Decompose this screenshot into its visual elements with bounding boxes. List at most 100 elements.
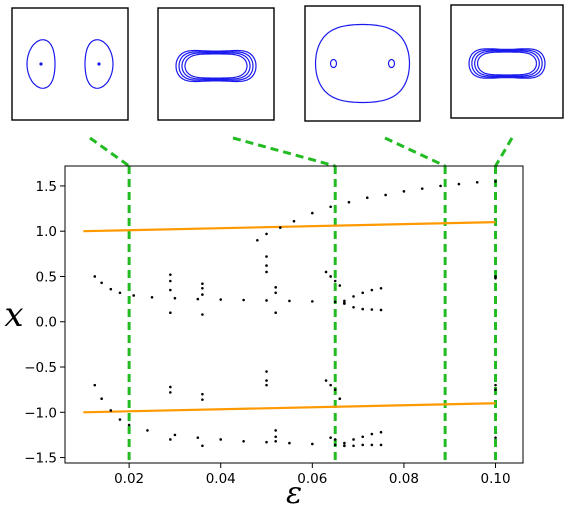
orbit-curve [184,53,248,79]
bifurcation-point [365,196,369,199]
bifurcation-point [274,435,277,439]
bifurcation-point [109,287,113,291]
plot-axes: 0.02 0.04 0.06 0.08 0.10 −1.5 −1.0 −0.5 0.0 0.5 1.… [24,165,524,487]
bifurcation-point [169,288,172,292]
bifurcation-point [265,383,268,387]
bifurcation-point [196,297,200,301]
bifurcation-point [169,385,172,389]
bifurcation-point [439,184,442,188]
bifurcation-point [274,286,277,289]
y-tick-label: 0.5 [36,269,57,285]
bifurcation-point [100,281,103,285]
bifurcation-point [127,423,131,427]
bifurcation-point [333,279,337,283]
bifurcation-point [329,436,332,439]
bifurcation-point [343,299,346,303]
y-tick-label: 0.0 [36,315,57,331]
island-orbit [329,58,338,69]
bifurcation-point [265,270,268,274]
bifurcation-point [329,383,332,387]
island-orbit [387,58,396,69]
bifurcation-point [150,295,154,299]
bifurcation-point [379,286,383,290]
bifurcation-point [324,379,328,382]
bifurcation-point [274,311,277,314]
bifurcation-point [352,295,355,298]
bifurcation-point [109,409,113,412]
bifurcation-point [242,439,245,443]
x-axis-label: ε [286,476,302,507]
bifurcation-point [379,443,383,447]
bifurcation-point [169,273,172,276]
x-tick-label: 0.10 [480,471,510,487]
marker-guides [89,136,514,463]
bifurcation-point [361,291,365,295]
bifurcation-point [274,291,277,295]
bifurcation-point [292,219,296,223]
bifurcation-point [265,370,268,373]
bifurcation-point [265,255,268,258]
bifurcation-point [201,282,204,286]
bifurcation-point [265,232,268,236]
bifurcation-point [370,432,374,436]
bifurcation-point [201,444,204,448]
bifurcation-point [274,439,277,443]
bifurcation-point [311,300,314,303]
guide-diagonal [89,136,130,168]
bifurcation-point [338,397,342,401]
bifurcation-point [118,418,122,421]
bifurcation-point [93,383,97,387]
bifurcation-point [379,308,383,312]
bifurcation-point [329,275,332,278]
bifurcation-point [352,438,355,441]
bifurcation-point [494,436,497,439]
phase-portrait-insets [11,4,564,122]
y-tick-label: 1.5 [36,179,57,195]
bifurcation-point [242,298,245,302]
x-tick-label: 0.02 [114,471,144,487]
orbit-curve [477,51,538,76]
bifurcation-point [219,438,223,441]
phase-portrait-inset [450,4,564,119]
bifurcation-point [93,275,97,278]
bifurcation-point [475,180,479,184]
bifurcation-point [384,193,387,197]
bifurcation-point [494,388,497,391]
y-tick-label: 1.0 [36,224,57,240]
bifurcation-point [333,388,337,391]
x-tick-label: 0.06 [297,471,327,487]
bifurcation-point [100,397,103,401]
bifurcation-point [324,270,328,274]
bifurcation-point [352,305,355,309]
bifurcation-point [132,294,135,297]
bifurcation-point [265,379,268,382]
bifurcation-point [146,429,149,432]
bifurcation-point [347,200,351,204]
bifurcation-point [219,298,223,301]
y-tick-label: −1.5 [24,451,57,467]
bifurcation-point [343,302,346,305]
bifurcation-point [329,205,332,209]
bifurcation-point [169,391,172,394]
fixed-point [39,62,43,66]
bifurcation-point [169,311,172,314]
plot-data [83,180,497,448]
guide-diagonal [494,137,514,167]
bifurcation-point [494,180,497,183]
bifurcation-point [494,275,497,278]
bifurcation-point [333,443,337,447]
bifurcation-point [256,238,259,242]
bifurcation-point [265,264,268,267]
y-axis-label: x [4,295,23,335]
phase-portrait-inset [304,5,421,122]
orbit-curve [181,52,251,80]
orbit-curve [474,50,540,77]
bifurcation-point [379,430,383,434]
x-tick-label: 0.04 [206,471,236,487]
bifurcation-point [343,441,346,445]
orbit-curve [175,49,257,83]
plot-frame [64,165,524,464]
bifurcation-point [402,190,406,193]
bifurcation-point [169,438,172,441]
bifurcation-point [201,293,204,296]
